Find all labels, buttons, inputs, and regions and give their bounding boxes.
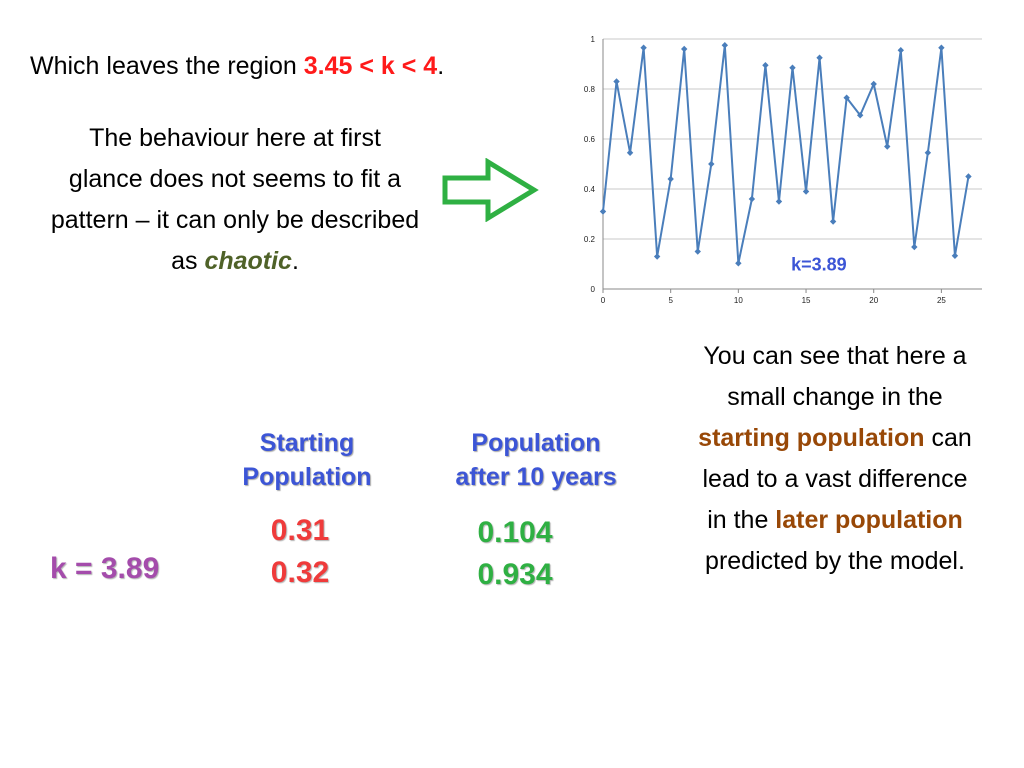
data-point [924, 149, 932, 156]
starting-population-highlight: starting population [698, 424, 925, 452]
region-period: . [437, 52, 445, 80]
data-point [897, 47, 904, 54]
data-point [735, 260, 742, 267]
behaviour-text: The behaviour here at first glance does … [50, 124, 420, 275]
x-tick-label: 25 [937, 296, 946, 305]
y-tick-label: 0.2 [584, 235, 596, 244]
chart-series [599, 42, 972, 267]
explanation-text-2: can lead to a vast difference in the [702, 424, 972, 534]
population-chart: 0 0.2 0.4 0.6 0.8 1 0 5 10 15 20 25 k=3.89 [584, 35, 982, 305]
x-axis-ticks: 0 5 10 15 20 25 [601, 289, 946, 305]
series-line [602, 44, 970, 265]
data-point [694, 248, 701, 255]
behaviour-period: . [291, 247, 299, 275]
y-tick-label: 0.8 [584, 85, 596, 94]
behaviour-paragraph: The behaviour here at first glance does … [50, 118, 420, 282]
data-point [965, 173, 972, 180]
chaotic-keyword: chaotic [204, 247, 292, 275]
chart-gridlines [602, 38, 982, 290]
data-point [626, 149, 634, 156]
starting-value-1: 0.31 [270, 514, 330, 547]
y-tick-label: 0.4 [584, 185, 596, 194]
after-value-1: 0.104 [477, 516, 553, 549]
y-tick-label: 1 [591, 35, 596, 44]
region-text: Which leaves the region [30, 52, 304, 80]
data-point [951, 252, 959, 259]
right-arrow-icon [442, 158, 539, 222]
chart-k-annotation: k=3.89 [791, 254, 847, 274]
starting-values: 0.31 0.32 [240, 510, 360, 594]
k-value-label: k = 3.89 [50, 552, 160, 585]
population-after-header: Population after 10 years [455, 429, 617, 491]
data-point [911, 243, 918, 251]
data-point [856, 112, 864, 119]
x-tick-label: 10 [734, 296, 743, 305]
y-tick-label: 0.6 [584, 135, 596, 144]
data-point [708, 160, 715, 168]
explanation-text-3: predicted by the model. [705, 547, 965, 575]
data-point [599, 208, 607, 215]
explanation-paragraph: You can see that here a small change in … [690, 336, 980, 582]
x-tick-label: 15 [802, 296, 811, 305]
data-point [748, 195, 756, 203]
data-point [870, 80, 877, 88]
later-population-highlight: later population [775, 506, 963, 534]
data-point [762, 62, 769, 69]
data-point [721, 42, 729, 49]
region-range: 3.45 < k < 4 [303, 52, 438, 80]
data-point [667, 175, 674, 183]
data-point [884, 143, 891, 150]
starting-value-2: 0.32 [270, 556, 330, 589]
x-tick-label: 0 [601, 296, 606, 305]
data-point [640, 44, 647, 51]
x-tick-label: 5 [668, 296, 673, 305]
region-statement: Which leaves the region 3.45 < k < 4. [30, 52, 590, 81]
y-tick-label: 0 [591, 285, 596, 294]
data-point [653, 253, 661, 260]
y-axis-ticks: 0 0.2 0.4 0.6 0.8 1 [584, 35, 596, 294]
data-point [816, 54, 823, 61]
starting-population-header: Starting Population [242, 429, 372, 491]
data-point [613, 78, 620, 85]
after-values: 0.104 0.934 [450, 512, 580, 596]
data-point [938, 44, 945, 51]
data-point [789, 64, 796, 71]
data-point [829, 218, 837, 225]
explanation-text-1: You can see that here a small change in … [703, 342, 967, 411]
data-point [775, 198, 783, 205]
x-tick-label: 20 [869, 296, 878, 305]
after-value-2: 0.934 [477, 558, 553, 591]
data-point [681, 45, 688, 53]
